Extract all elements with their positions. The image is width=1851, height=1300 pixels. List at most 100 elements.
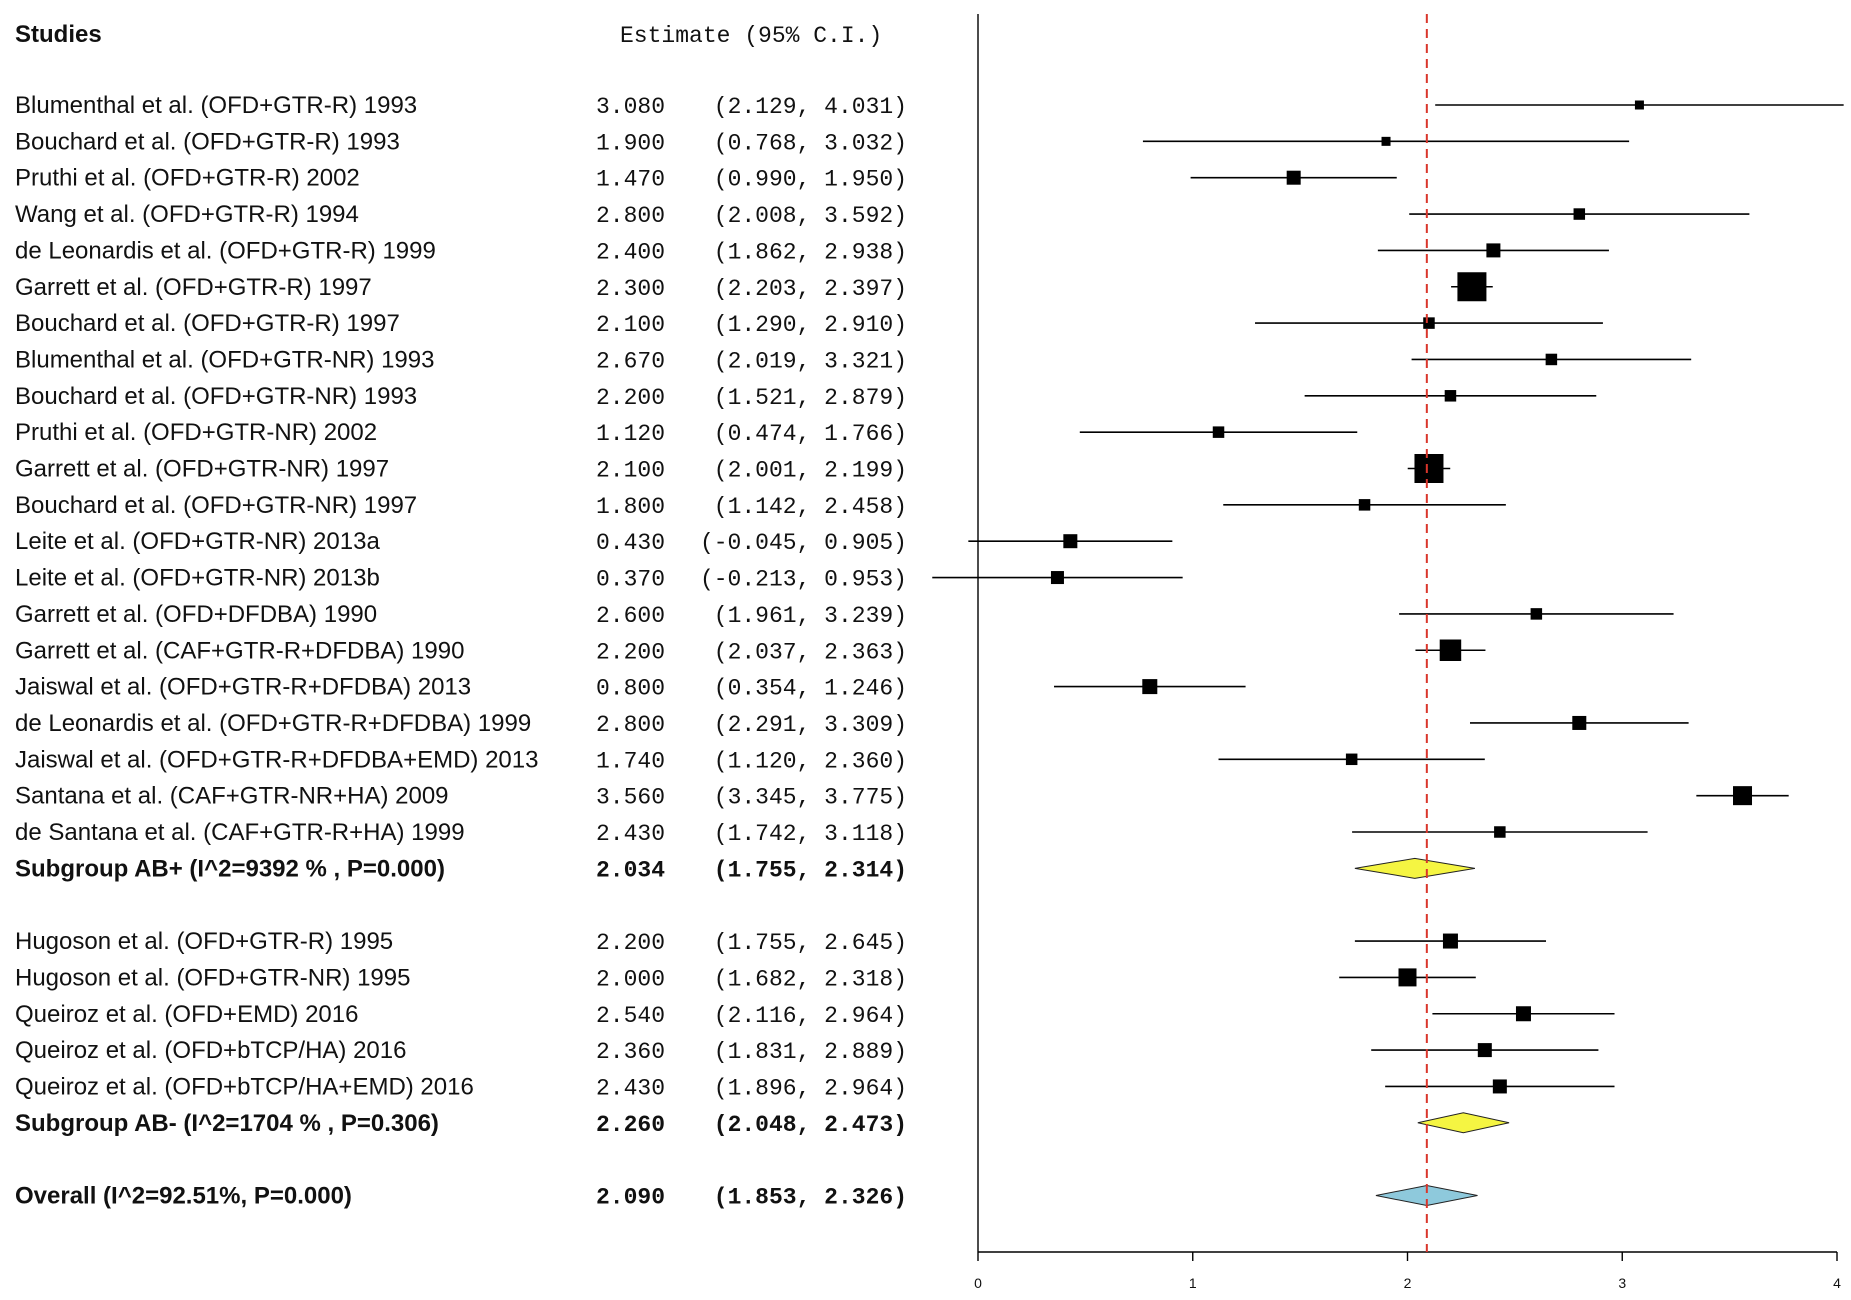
point-estimate-square [1212, 426, 1225, 438]
row-ci: (0.474, 1.766) [714, 421, 907, 447]
point-estimate-square [1286, 170, 1301, 185]
row-estimate: 2.800 [596, 712, 665, 738]
row-label: Overall (I^2=92.51%, P=0.000) [15, 1183, 352, 1210]
point-estimate-square [1486, 243, 1501, 258]
row-estimate: 2.034 [596, 857, 665, 883]
row-estimate: 2.360 [596, 1039, 665, 1065]
row-ci: (2.129, 4.031) [714, 94, 907, 120]
row-label: Garrett et al. (OFD+GTR-R) 1997 [15, 274, 372, 301]
row-estimate: 2.200 [596, 930, 665, 956]
row-estimate: 1.900 [596, 130, 665, 156]
row-estimate: 3.080 [596, 94, 665, 120]
study-row: Garrett et al. (OFD+DFDBA) 1990 2.600 (1.9… [15, 601, 1674, 629]
row-estimate: 2.540 [596, 1003, 665, 1029]
point-estimate-square [1414, 454, 1444, 483]
study-row: Bouchard et al. (OFD+GTR-R) 1997 2.100 (1.… [15, 310, 1603, 338]
row-estimate: 3.560 [596, 785, 665, 811]
row-label: Santana et al. (CAF+GTR-NR+HA) 2009 [15, 783, 449, 810]
study-row: Bouchard et al. (OFD+GTR-NR) 1997 1.800 (1… [15, 492, 1506, 520]
point-estimate-square [1545, 353, 1558, 366]
study-row: Bouchard et al. (OFD+GTR-NR) 1993 2.200 (1… [15, 383, 1597, 411]
row-label: Jaiswal et al. (OFD+GTR-R+DFDBA) 2013 [15, 674, 471, 701]
row-ci: (1.755, 2.314) [714, 857, 907, 883]
row-label: Pruthi et al. (OFD+GTR-NR) 2002 [15, 419, 377, 446]
study-row: Queiroz et al. (OFD+bTCP/HA) 2016 2.360 (1… [15, 1037, 1599, 1065]
point-estimate-square [1358, 499, 1371, 511]
row-label: Bouchard et al. (OFD+GTR-R) 1993 [15, 128, 400, 155]
row-estimate: 0.370 [596, 567, 665, 593]
row-label: Leite et al. (OFD+GTR-NR) 2013a [15, 528, 380, 555]
subgroup-row: Subgroup AB+ (I^2=9392 % , P=0.000) 2.034… [15, 855, 1476, 883]
study-row: Leite et al. (OFD+GTR-NR) 2013a 0.430 (-0.… [15, 528, 1173, 556]
row-label: Garrett et al. (OFD+GTR-NR) 1997 [15, 456, 389, 483]
row-estimate: 1.740 [596, 748, 665, 774]
x-tick-label: 2 [1404, 1275, 1412, 1291]
point-estimate-square [1572, 715, 1587, 730]
row-label: Queiroz et al. (OFD+bTCP/HA) 2016 [15, 1037, 406, 1064]
row-label: Hugoson et al. (OFD+GTR-R) 1995 [15, 928, 393, 955]
row-estimate: 2.400 [596, 239, 665, 265]
point-estimate-square [1530, 608, 1543, 620]
row-label: Hugoson et al. (OFD+GTR-NR) 1995 [15, 964, 410, 991]
row-ci: (1.142, 2.458) [714, 494, 907, 520]
point-estimate-square [1494, 826, 1506, 838]
row-label: Bouchard et al. (OFD+GTR-NR) 1993 [15, 383, 417, 410]
row-ci: (-0.213, 0.953) [700, 567, 907, 593]
row-label: Bouchard et al. (OFD+GTR-NR) 1997 [15, 492, 417, 519]
row-ci: (1.755, 2.645) [714, 930, 907, 956]
row-estimate: 2.090 [596, 1185, 665, 1211]
point-estimate-square [1398, 968, 1417, 987]
x-tick-label: 4 [1833, 1275, 1841, 1291]
point-estimate-square [1381, 136, 1391, 146]
study-row: Garrett et al. (CAF+GTR-R+DFDBA) 1990 2.2… [15, 637, 1486, 665]
study-row: Pruthi et al. (OFD+GTR-NR) 2002 1.120 (0.4… [15, 419, 1358, 447]
study-rows: Blumenthal et al. (OFD+GTR-R) 1993 3.080 (… [15, 92, 1844, 1211]
row-label: Wang et al. (OFD+GTR-R) 1994 [15, 201, 359, 228]
study-row: Pruthi et al. (OFD+GTR-R) 2002 1.470 (0.99… [15, 165, 1397, 193]
row-label: Blumenthal et al. (OFD+GTR-R) 1993 [15, 92, 417, 119]
point-estimate-square [1477, 1043, 1492, 1058]
row-label: de Leonardis et al. (OFD+GTR-R+DFDBA) 19… [15, 710, 531, 737]
row-estimate: 2.000 [596, 966, 665, 992]
study-row: de Santana et al. (CAF+GTR-R+HA) 1999 2.4… [15, 819, 1648, 847]
point-estimate-square [1733, 786, 1753, 806]
row-label: Blumenthal et al. (OFD+GTR-NR) 1993 [15, 346, 434, 373]
subgroup-row: Subgroup AB- (I^2=1704 % , P=0.306) 2.260… [15, 1110, 1510, 1138]
overall-row: Overall (I^2=92.51%, P=0.000) 2.090 (1.853… [15, 1183, 1478, 1211]
row-label: Subgroup AB- (I^2=1704 % , P=0.306) [15, 1110, 439, 1137]
point-estimate-square [1492, 1079, 1507, 1094]
point-estimate-square [1423, 317, 1435, 329]
row-ci: (2.001, 2.199) [714, 458, 907, 484]
point-estimate-square [1634, 100, 1644, 110]
point-estimate-square [1063, 534, 1078, 549]
point-estimate-square [1573, 208, 1586, 220]
row-ci: (0.768, 3.032) [714, 130, 907, 156]
study-row: Wang et al. (OFD+GTR-R) 1994 2.800 (2.008,… [15, 201, 1750, 229]
point-estimate-square [1442, 933, 1458, 949]
row-ci: (1.120, 2.360) [714, 748, 907, 774]
row-estimate: 2.430 [596, 821, 665, 847]
row-ci: (1.682, 2.318) [714, 966, 907, 992]
row-estimate: 2.800 [596, 203, 665, 229]
study-row: Jaiswal et al. (OFD+GTR-R+DFDBA) 2013 0.8… [15, 674, 1246, 702]
row-label: Bouchard et al. (OFD+GTR-R) 1997 [15, 310, 400, 337]
row-ci: (1.853, 2.326) [714, 1185, 907, 1211]
row-label: Queiroz et al. (OFD+EMD) 2016 [15, 1001, 358, 1028]
row-estimate: 0.800 [596, 676, 665, 702]
row-ci: (0.990, 1.950) [714, 167, 907, 193]
x-tick-label: 0 [974, 1275, 982, 1291]
study-row: Queiroz et al. (OFD+bTCP/HA+EMD) 2016 2.4… [15, 1073, 1615, 1101]
subgroup-diamond [1417, 1112, 1510, 1134]
study-row: de Leonardis et al. (OFD+GTR-R+DFDBA) 19… [15, 710, 1689, 738]
row-label: de Santana et al. (CAF+GTR-R+HA) 1999 [15, 819, 465, 846]
row-ci: (1.862, 2.938) [714, 239, 907, 265]
study-row: Hugoson et al. (OFD+GTR-R) 1995 2.200 (1.7… [15, 928, 1547, 956]
study-row: Jaiswal et al. (OFD+GTR-R+DFDBA+EMD) 201… [15, 746, 1485, 774]
row-estimate: 0.430 [596, 530, 665, 556]
row-label: Subgroup AB+ (I^2=9392 % , P=0.000) [15, 855, 445, 882]
point-estimate-square [1444, 390, 1457, 402]
row-ci: (1.896, 2.964) [714, 1075, 907, 1101]
row-ci: (-0.045, 0.905) [700, 530, 907, 556]
row-ci: (1.521, 2.879) [714, 385, 907, 411]
